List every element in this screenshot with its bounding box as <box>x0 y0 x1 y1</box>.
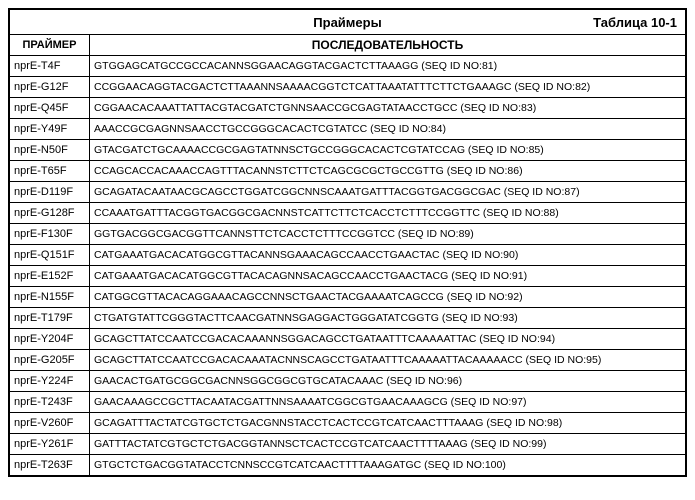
primer-sequence: CATGAAATGACACATGGCGTTACANNSGAAACAGCCAACC… <box>90 245 685 265</box>
header-row: ПРАЙМЕР ПОСЛЕДОВАТЕЛЬНОСТЬ <box>10 35 685 56</box>
primer-name: nprE-Y224F <box>10 371 90 391</box>
primer-sequence: GCAGATTTACTATCGTGCTCTGACGNNSTACCTCACTCCG… <box>90 413 685 433</box>
primer-sequence: GTACGATCTGCAAAACCGCGAGTATNNSCTGCCGGGCACA… <box>90 140 685 160</box>
primer-sequence: AAACCGCGAGNNSAACCTGCCGGGCACACTCGTATCC (S… <box>90 119 685 139</box>
primer-name: nprE-T65F <box>10 161 90 181</box>
table-row: nprE-T65FCCAGCACCACAAACCAGTTTACANNSTCTTC… <box>10 161 685 182</box>
primer-sequence: CATGGCGTTACACAGGAAACAGCCNNSCTGAACTACGAAA… <box>90 287 685 307</box>
primer-name: nprE-Q45F <box>10 98 90 118</box>
primer-name: nprE-G12F <box>10 77 90 97</box>
table-row: nprE-E152FCATGAAATGACACATGGCGTTACACAGNNS… <box>10 266 685 287</box>
primer-sequence: GCAGCTTATCCAATCCGACACAAATACNNSCAGCCTGATA… <box>90 350 685 370</box>
table-row: nprE-F130FGGTGACGGCGACGGTTCANNSTTCTCACCT… <box>10 224 685 245</box>
table-row: nprE-T4FGTGGAGCATGCCGCCACANNSGGAACAGGTAC… <box>10 56 685 77</box>
table-row: nprE-V260FGCAGATTTACTATCGTGCTCTGACGNNSTA… <box>10 413 685 434</box>
primer-name: nprE-Y261F <box>10 434 90 454</box>
title-row: Праймеры Таблица 10-1 <box>10 10 685 35</box>
primer-name: nprE-G205F <box>10 350 90 370</box>
table-row: nprE-N155FCATGGCGTTACACAGGAAACAGCCNNSCTG… <box>10 287 685 308</box>
table-row: nprE-T179FCTGATGTATTCGGGTACTTCAACGATNNSG… <box>10 308 685 329</box>
primer-sequence: GGTGACGGCGACGGTTCANNSTTCTCACCTCTTTCCGGTC… <box>90 224 685 244</box>
primer-sequence: CTGATGTATTCGGGTACTTCAACGATNNSGAGGACTGGGA… <box>90 308 685 328</box>
primer-sequence: CGGAACACAAATTATTACGTACGATCTGNNSAACCGCGAG… <box>90 98 685 118</box>
header-primer: ПРАЙМЕР <box>10 35 90 55</box>
primer-name: nprE-T4F <box>10 56 90 76</box>
table-row: nprE-G205FGCAGCTTATCCAATCCGACACAAATACNNS… <box>10 350 685 371</box>
primer-name: nprE-Q151F <box>10 245 90 265</box>
primer-name: nprE-Y49F <box>10 119 90 139</box>
rows-container: nprE-T4FGTGGAGCATGCCGCCACANNSGGAACAGGTAC… <box>10 56 685 475</box>
primer-sequence: GCAGATACAATAACGCAGCCTGGATCGGCNNSCAAATGAT… <box>90 182 685 202</box>
primer-sequence: CCAAATGATTTACGGTGACGGCGACNNSTCATTCTTCTCA… <box>90 203 685 223</box>
primer-sequence: CCAGCACCACAAACCAGTTTACANNSTCTTCTCAGCGCGC… <box>90 161 685 181</box>
table-row: nprE-N50FGTACGATCTGCAAAACCGCGAGTATNNSCTG… <box>10 140 685 161</box>
primer-sequence: CATGAAATGACACATGGCGTTACACAGNNSACAGCCAACC… <box>90 266 685 286</box>
table-row: nprE-T263FGTGCTCTGACGGTATACCTCNNSCCGTCAT… <box>10 455 685 475</box>
table-row: nprE-Q45FCGGAACACAAATTATTACGTACGATCTGNNS… <box>10 98 685 119</box>
primer-name: nprE-N50F <box>10 140 90 160</box>
primer-name: nprE-T263F <box>10 455 90 475</box>
table-row: nprE-G12FCCGGAACAGGTACGACTCTTAAANNSAAAAC… <box>10 77 685 98</box>
primer-sequence: CCGGAACAGGTACGACTCTTAAANNSAAAACGGTCTCATT… <box>90 77 685 97</box>
primer-sequence: GTGGAGCATGCCGCCACANNSGGAACAGGTACGACTCTTA… <box>90 56 685 76</box>
table-number: Таблица 10-1 <box>593 15 677 30</box>
primer-name: nprE-F130F <box>10 224 90 244</box>
table-row: nprE-Y49FAAACCGCGAGNNSAACCTGCCGGGCACACTC… <box>10 119 685 140</box>
primer-sequence: GTGCTCTGACGGTATACCTCNNSCCGTCATCAACTTTTAA… <box>90 455 685 475</box>
primer-sequence: GCAGCTTATCCAATCCGACACAAANNSGGACAGCCTGATA… <box>90 329 685 349</box>
primer-name: nprE-N155F <box>10 287 90 307</box>
table-row: nprE-T243FGAACAAAGCCGCTTACAATACGATTNNSAA… <box>10 392 685 413</box>
table-row: nprE-D119FGCAGATACAATAACGCAGCCTGGATCGGCN… <box>10 182 685 203</box>
primer-name: nprE-T243F <box>10 392 90 412</box>
primer-name: nprE-D119F <box>10 182 90 202</box>
primer-name: nprE-E152F <box>10 266 90 286</box>
table-title: Праймеры <box>313 15 381 30</box>
primer-name: nprE-V260F <box>10 413 90 433</box>
primer-name: nprE-T179F <box>10 308 90 328</box>
primer-sequence: GATTTACTATCGTGCTCTGACGGTANNSCTCACTCCGTCA… <box>90 434 685 454</box>
header-sequence: ПОСЛЕДОВАТЕЛЬНОСТЬ <box>90 35 685 55</box>
table-row: nprE-Y224FGAACACTGATGCGGCGACNNSGGCGGCGTG… <box>10 371 685 392</box>
primer-sequence: GAACAAAGCCGCTTACAATACGATTNNSAAAATCGGCGTG… <box>90 392 685 412</box>
table-row: nprE-Q151FCATGAAATGACACATGGCGTTACANNSGAA… <box>10 245 685 266</box>
table-row: nprE-Y204FGCAGCTTATCCAATCCGACACAAANNSGGA… <box>10 329 685 350</box>
primer-name: nprE-Y204F <box>10 329 90 349</box>
primer-name: nprE-G128F <box>10 203 90 223</box>
primer-sequence: GAACACTGATGCGGCGACNNSGGCGGCGTGCATACAAAC … <box>90 371 685 391</box>
table-row: nprE-Y261FGATTTACTATCGTGCTCTGACGGTANNSCT… <box>10 434 685 455</box>
table-row: nprE-G128FCCAAATGATTTACGGTGACGGCGACNNSTC… <box>10 203 685 224</box>
primer-table: Праймеры Таблица 10-1 ПРАЙМЕР ПОСЛЕДОВАТ… <box>8 8 687 477</box>
